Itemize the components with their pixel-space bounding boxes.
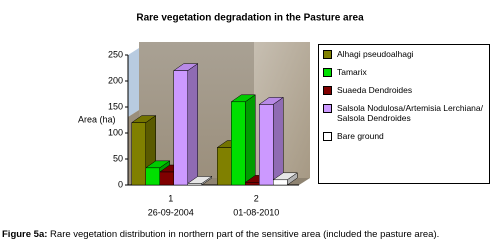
bar-front (231, 101, 246, 186)
x-tick-label: 2 (254, 193, 259, 203)
chart-title: Rare vegetation degradation in the Pastu… (136, 13, 364, 24)
legend-label: Bare ground (337, 131, 384, 141)
legend: Alhagi pseudoalhagi Tamarix Suaeda Dendroi… (318, 44, 490, 184)
bar (230, 94, 257, 186)
legend-swatch (323, 68, 332, 77)
legend-swatch (323, 86, 332, 95)
bar-front (187, 183, 202, 186)
bar-front (217, 147, 232, 186)
y-tick-label: 200 (108, 75, 123, 85)
bar (186, 175, 213, 186)
legend-swatch (323, 132, 332, 141)
legend-label: Suaeda Dendroides (337, 85, 413, 95)
bar-front (173, 70, 188, 186)
x-date-label: 01-08-2010 (233, 207, 279, 217)
bar-front (273, 179, 288, 186)
bar (272, 172, 299, 186)
bar-side (273, 96, 284, 186)
legend-item: Salsola Nodulosa/Artemisia Lerchiana/ Sa… (323, 103, 485, 123)
legend-item: Tamarix (323, 67, 485, 77)
legend-swatch (323, 50, 332, 59)
side-wall (128, 48, 139, 117)
legend-swatch (323, 104, 332, 113)
caption-text: Rare vegetation distribution in northern… (50, 229, 440, 240)
caption: Figure 5a: Rare vegetation distribution … (2, 229, 439, 240)
bar-front (245, 182, 260, 186)
bar (172, 63, 199, 186)
bar-front (259, 104, 274, 186)
legend-label: Tamarix (337, 67, 367, 77)
bar-front (145, 167, 160, 186)
legend-label: Salsola Nodulosa/Artemisia Lerchiana/ Sa… (337, 103, 483, 123)
legend-item: Alhagi pseudoalhagi (323, 49, 485, 59)
legend-label: Alhagi pseudoalhagi (337, 49, 414, 59)
bar-side (245, 94, 256, 186)
y-axis-label: Area (ha) (78, 114, 116, 124)
y-tick-label: 100 (108, 127, 123, 137)
legend-item: Bare ground (323, 131, 485, 141)
bar-front (131, 122, 146, 186)
y-tick-label: 150 (108, 101, 123, 111)
y-tick-label: 250 (108, 49, 123, 59)
caption-label: Figure 5a: (2, 229, 48, 240)
bar (258, 96, 285, 186)
y-tick-label: 50 (113, 153, 123, 163)
bar-side (187, 63, 198, 186)
bar-front (159, 171, 174, 186)
x-tick-label: 1 (168, 193, 173, 203)
y-tick-label: 0 (118, 179, 123, 189)
x-date-label: 26-09-2004 (148, 207, 194, 217)
legend-item: Suaeda Dendroides (323, 85, 485, 95)
